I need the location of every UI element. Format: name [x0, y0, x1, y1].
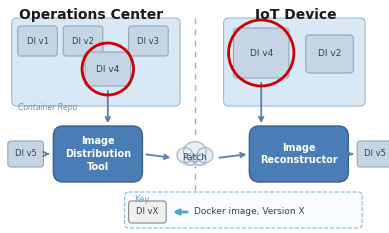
FancyBboxPatch shape: [129, 26, 168, 56]
FancyBboxPatch shape: [357, 141, 389, 167]
Ellipse shape: [177, 148, 193, 163]
Ellipse shape: [184, 142, 206, 161]
FancyBboxPatch shape: [129, 201, 166, 223]
FancyBboxPatch shape: [85, 52, 131, 86]
Text: Patch: Patch: [182, 154, 207, 162]
FancyBboxPatch shape: [249, 126, 348, 182]
FancyBboxPatch shape: [8, 141, 44, 167]
Text: DI v5: DI v5: [15, 150, 37, 158]
FancyBboxPatch shape: [224, 18, 365, 106]
FancyBboxPatch shape: [12, 18, 180, 106]
Text: Docker image, Version X: Docker image, Version X: [194, 208, 305, 216]
Text: DI v2: DI v2: [72, 37, 94, 45]
Text: DI v3: DI v3: [137, 37, 159, 45]
Ellipse shape: [197, 148, 213, 163]
Text: Operations Center: Operations Center: [19, 8, 163, 22]
FancyBboxPatch shape: [63, 26, 103, 56]
Text: DI v1: DI v1: [26, 37, 49, 45]
FancyBboxPatch shape: [233, 28, 289, 78]
Ellipse shape: [184, 154, 197, 165]
FancyBboxPatch shape: [182, 156, 208, 166]
FancyBboxPatch shape: [18, 26, 57, 56]
FancyBboxPatch shape: [53, 126, 142, 182]
Text: DI v5: DI v5: [364, 150, 386, 158]
Text: Image
Distribution
Tool: Image Distribution Tool: [65, 136, 131, 172]
Text: Key: Key: [135, 195, 150, 204]
Text: Image
Reconstructor: Image Reconstructor: [260, 143, 338, 165]
FancyBboxPatch shape: [306, 35, 353, 73]
Text: DI vX: DI vX: [136, 208, 159, 216]
FancyBboxPatch shape: [124, 192, 362, 228]
Text: DI v4: DI v4: [96, 65, 119, 73]
Text: DI v4: DI v4: [249, 48, 273, 58]
Ellipse shape: [193, 154, 206, 165]
Text: DI v2: DI v2: [318, 49, 341, 58]
Text: Container Repo: Container Repo: [18, 103, 77, 112]
Text: IoT Device: IoT Device: [255, 8, 336, 22]
